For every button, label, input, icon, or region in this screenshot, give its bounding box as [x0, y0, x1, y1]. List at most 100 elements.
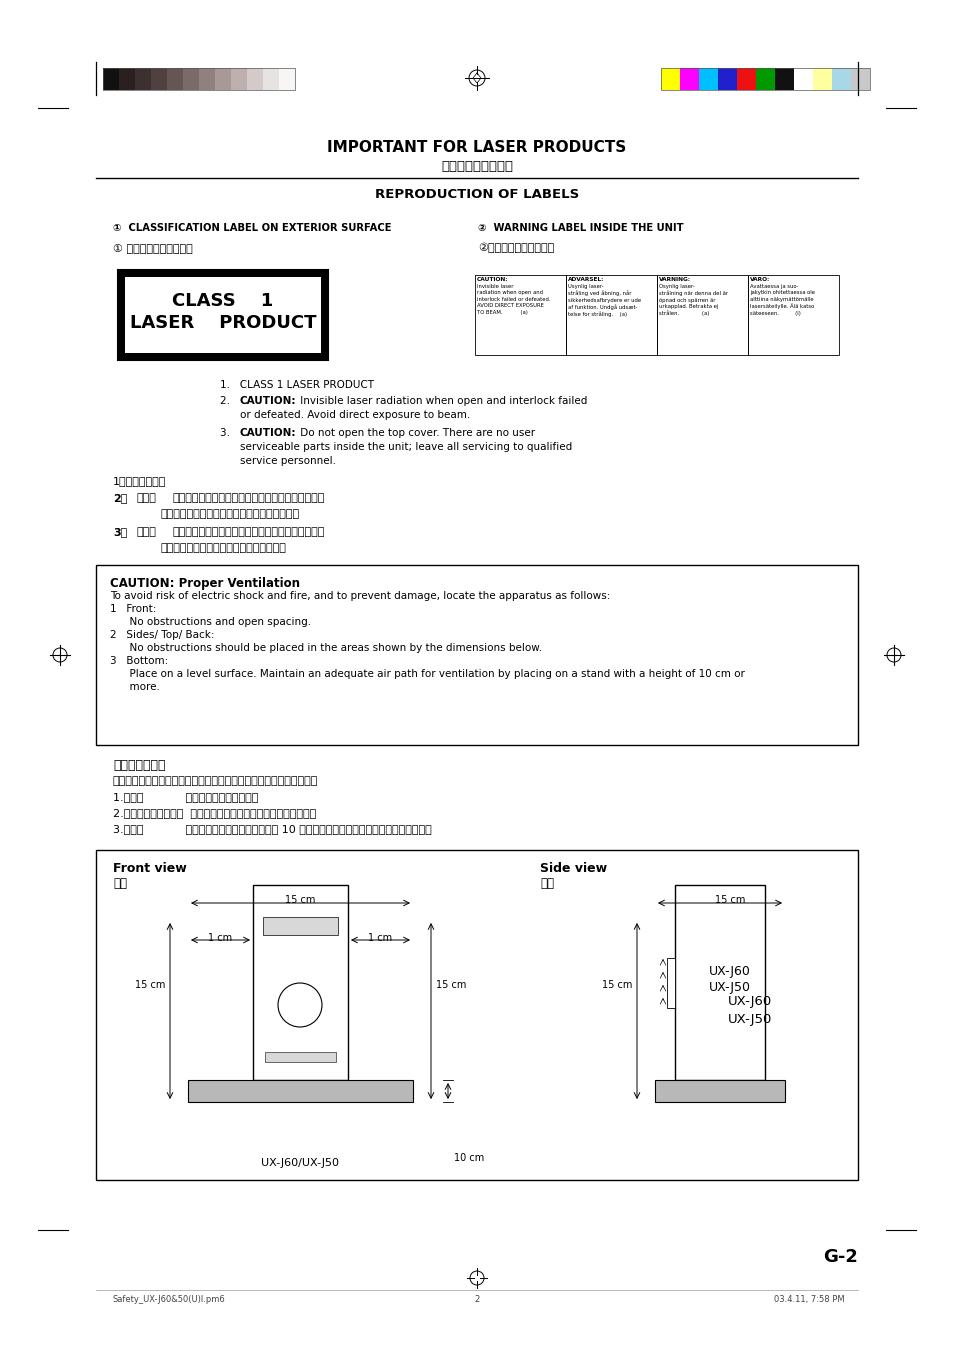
Text: 1．一级镭射产品: 1．一级镭射产品	[112, 476, 166, 485]
Text: 10 cm: 10 cm	[454, 1153, 484, 1163]
Text: 1.前面：            没有障糕物及地方开阔。: 1.前面： 没有障糕物及地方开阔。	[112, 792, 258, 802]
Bar	[831, 68, 850, 91]
Bar	[263, 68, 278, 91]
Text: 15 cm: 15 cm	[285, 895, 314, 904]
Text: 件；所有维修工作应由有资格的人员完成。: 件；所有维修工作应由有资格的人员完成。	[161, 544, 287, 553]
Text: UX-J60: UX-J60	[708, 965, 750, 977]
Bar	[655, 1080, 784, 1102]
Bar	[263, 917, 337, 936]
Text: 注意：: 注意：	[137, 493, 156, 503]
Text: No obstructions and open spacing.: No obstructions and open spacing.	[110, 617, 311, 627]
Text: No obstructions should be placed in the areas shown by the dimensions below.: No obstructions should be placed in the …	[110, 644, 541, 653]
Text: 3   Bottom:: 3 Bottom:	[110, 656, 168, 667]
Text: ②  WARNING LABEL INSIDE THE UNIT: ② WARNING LABEL INSIDE THE UNIT	[477, 223, 683, 233]
Bar	[718, 68, 737, 91]
Bar	[660, 68, 869, 91]
Text: Do not open the top cover. There are no user: Do not open the top cover. There are no …	[296, 429, 535, 438]
Text: 2．: 2．	[112, 493, 128, 503]
Bar	[119, 68, 135, 91]
Text: 当内邻锁定装置失效或者损坏后，打开盖板可能会产: 当内邻锁定装置失效或者损坏后，打开盖板可能会产	[172, 493, 325, 503]
Text: 1 cm: 1 cm	[368, 933, 392, 942]
Bar	[167, 68, 183, 91]
Text: IMPORTANT FOR LASER PRODUCTS: IMPORTANT FOR LASER PRODUCTS	[327, 141, 626, 155]
Bar	[118, 270, 328, 360]
Bar	[265, 1052, 335, 1063]
Bar	[850, 68, 869, 91]
Bar	[666, 959, 675, 1009]
Text: CAUTION:: CAUTION:	[476, 277, 508, 283]
Text: G-2: G-2	[822, 1248, 857, 1265]
Text: 注意：正确通风: 注意：正确通风	[112, 758, 165, 772]
Bar	[774, 68, 793, 91]
Bar	[675, 886, 764, 1080]
Bar	[475, 274, 565, 356]
Text: 1 cm: 1 cm	[208, 933, 232, 942]
Text: serviceable parts inside the unit; leave all servicing to qualified: serviceable parts inside the unit; leave…	[240, 442, 572, 452]
Text: CAUTION: Proper Ventilation: CAUTION: Proper Ventilation	[110, 577, 299, 589]
Text: 镑射产品的重要说明: 镑射产品的重要说明	[440, 160, 513, 173]
Text: ②位于机内的警告说明文: ②位于机内的警告说明文	[477, 243, 554, 253]
Bar	[247, 68, 263, 91]
Bar	[253, 886, 348, 1080]
Text: To avoid risk of electric shock and fire, and to prevent damage, locate the appa: To avoid risk of electric shock and fire…	[110, 591, 610, 602]
Bar	[183, 68, 199, 91]
Text: Side view: Side view	[539, 863, 606, 875]
Bar	[199, 68, 214, 91]
Text: Safety_UX-J60&50(U)l.pm6: Safety_UX-J60&50(U)l.pm6	[112, 1295, 226, 1303]
Bar	[755, 68, 774, 91]
Text: 03.4.11, 7:58 PM: 03.4.11, 7:58 PM	[774, 1295, 844, 1303]
Text: 为避免发生触电和火灾的危险，及防止本机受损，请将本机如下放置：: 为避免发生触电和火灾的危险，及防止本机受损，请将本机如下放置：	[112, 776, 318, 786]
Bar	[737, 68, 755, 91]
Text: Osynlig laser-
strålning när denna del är
öpnad och spärren är
urkapplad. Betrak: Osynlig laser- strålning när denna del ä…	[659, 284, 727, 316]
Text: 侧面: 侧面	[539, 877, 554, 890]
Text: UX-J50: UX-J50	[727, 1013, 771, 1026]
Text: 1   Front:: 1 Front:	[110, 604, 156, 614]
Text: UX-J50: UX-J50	[708, 982, 750, 994]
Text: UX-J60: UX-J60	[727, 995, 771, 1009]
Text: 2.: 2.	[220, 396, 239, 406]
Text: 3．: 3．	[112, 527, 127, 537]
Text: 15 cm: 15 cm	[601, 980, 631, 990]
Text: 生不见的镭射辐射。应避免受到光束直接照射。: 生不见的镭射辐射。应避免受到光束直接照射。	[161, 508, 300, 519]
Bar	[679, 68, 699, 91]
Bar	[812, 68, 831, 91]
Text: 2: 2	[474, 1295, 479, 1303]
Text: CAUTION:: CAUTION:	[240, 429, 296, 438]
Text: 1.   CLASS 1 LASER PRODUCT: 1. CLASS 1 LASER PRODUCT	[220, 380, 374, 389]
Bar	[96, 850, 857, 1180]
Text: CAUTION:: CAUTION:	[240, 396, 296, 406]
Text: service personnel.: service personnel.	[240, 456, 335, 466]
Bar	[135, 68, 151, 91]
Bar	[103, 68, 119, 91]
Text: VARNING:: VARNING:	[659, 277, 690, 283]
Bar	[565, 274, 657, 356]
Text: 3.: 3.	[220, 429, 239, 438]
Text: 注意：: 注意：	[137, 527, 156, 537]
Text: or defeated. Avoid direct exposure to beam.: or defeated. Avoid direct exposure to be…	[240, 410, 470, 420]
Bar	[793, 68, 812, 91]
Text: CLASS    1: CLASS 1	[172, 292, 274, 310]
Text: 2   Sides/ Top/ Back:: 2 Sides/ Top/ Back:	[110, 630, 214, 639]
Bar	[231, 68, 247, 91]
Bar	[151, 68, 167, 91]
Bar	[96, 565, 857, 745]
Text: Invisible laser radiation when open and interlock failed: Invisible laser radiation when open and …	[296, 396, 587, 406]
Text: 15 cm: 15 cm	[436, 980, 466, 990]
Text: Front view: Front view	[112, 863, 187, 875]
Text: 15 cm: 15 cm	[134, 980, 165, 990]
Bar	[747, 274, 838, 356]
Text: 请勿打开顶盖板，本机内部没有用户可自行维修的部: 请勿打开顶盖板，本机内部没有用户可自行维修的部	[172, 527, 325, 537]
Text: REPRODUCTION OF LABELS: REPRODUCTION OF LABELS	[375, 188, 578, 201]
Text: VARO:: VARO:	[749, 277, 770, 283]
Text: Usynlig laser-
stråling ved åbning, når
sikkerhedsafbrydere er ude
af funktion. : Usynlig laser- stråling ved åbning, når …	[567, 284, 640, 318]
Text: 前面: 前面	[112, 877, 127, 890]
Bar	[188, 1080, 413, 1102]
Text: UX-J60/UX-J50: UX-J60/UX-J50	[261, 1159, 338, 1168]
Text: ① 位于机表的分类说明文: ① 位于机表的分类说明文	[112, 243, 193, 253]
Text: 15 cm: 15 cm	[714, 895, 744, 904]
Bar	[660, 68, 679, 91]
Bar	[103, 68, 294, 91]
Text: ADVARSEL:: ADVARSEL:	[567, 277, 604, 283]
Text: 3.底部：            放置在水平面上。放置在一个高 10 厘米或以上的台面上，以保持足够的通风道。: 3.底部： 放置在水平面上。放置在一个高 10 厘米或以上的台面上，以保持足够的…	[112, 823, 432, 834]
Bar	[278, 68, 294, 91]
